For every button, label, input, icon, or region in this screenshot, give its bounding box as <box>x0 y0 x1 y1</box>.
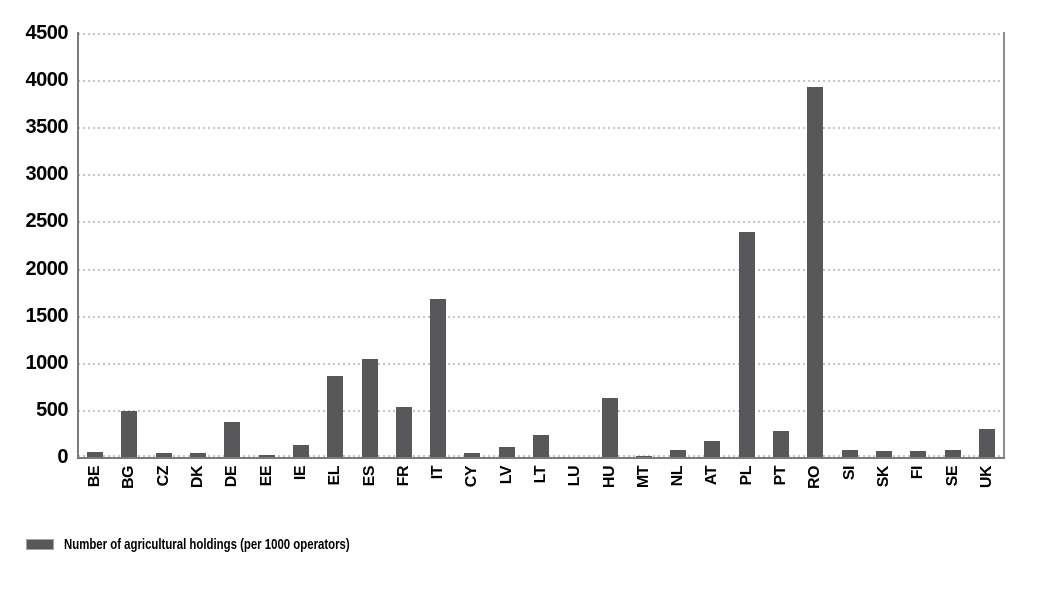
x-tick-label-LT: LT <box>532 466 549 484</box>
y-tick-label-500: 500 <box>36 398 68 421</box>
bar-PL <box>738 231 755 457</box>
x-tick-label-LV: LV <box>497 466 515 485</box>
gridline-2000 <box>78 269 1004 271</box>
y-tick-label-2000: 2000 <box>25 257 69 280</box>
bar-UK <box>978 428 995 457</box>
bar-SK <box>875 450 892 457</box>
x-tick-label-SI: SI <box>840 466 858 481</box>
legend-label: Number of agricultural holdings (per 100… <box>64 536 350 553</box>
bar-PT <box>773 431 790 457</box>
x-tick-label-HU: HU <box>600 466 618 489</box>
bar-DK <box>190 452 207 457</box>
x-tick-label-AT: AT <box>703 466 721 486</box>
gridline-2500 <box>78 221 1004 223</box>
y-tick-label-2500: 2500 <box>25 210 69 233</box>
x-axis-line <box>77 457 1005 459</box>
x-tick-label-PL: PL <box>737 466 755 486</box>
bar-AT <box>704 441 721 457</box>
x-tick-label-IT: IT <box>429 466 447 480</box>
x-tick-label-NL: NL <box>669 466 687 487</box>
gridline-3000 <box>78 174 1004 176</box>
gridline-1500 <box>78 316 1004 318</box>
x-tick-label-ES: ES <box>360 466 378 487</box>
bar-LT <box>533 435 549 457</box>
y-tick-label-0: 0 <box>57 446 68 468</box>
x-tick-label-FR: FR <box>394 466 412 487</box>
x-tick-label-DK: DK <box>189 466 207 489</box>
gridline-3500 <box>78 127 1004 129</box>
x-tick-label-EL: EL <box>326 466 344 486</box>
bar-CY <box>464 453 481 457</box>
x-tick-label-SK: SK <box>874 466 892 488</box>
gridline-4000 <box>78 80 1004 82</box>
x-tick-label-CY: CY <box>463 466 481 488</box>
plot-right-border <box>1003 32 1005 459</box>
bar-HU <box>601 398 618 457</box>
legend-swatch <box>26 539 54 550</box>
x-tick-label-BE: BE <box>86 466 104 488</box>
bar-SI <box>841 449 858 457</box>
bar-FR <box>395 407 412 457</box>
bar-LV <box>498 446 515 457</box>
gridline-4500 <box>78 33 1004 35</box>
x-tick-label-SE: SE <box>943 466 961 487</box>
y-tick-label-4500: 4500 <box>25 22 69 44</box>
x-tick-label-EE: EE <box>257 466 275 487</box>
bar-IE <box>292 444 309 457</box>
x-tick-label-FI: FI <box>909 466 927 480</box>
y-axis-line <box>77 32 79 459</box>
y-tick-label-1500: 1500 <box>25 304 69 327</box>
legend: Number of agricultural holdings (per 100… <box>26 536 440 553</box>
gridline-500 <box>78 410 1004 412</box>
x-tick-label-IE: IE <box>291 466 309 481</box>
plot-area <box>78 33 1004 457</box>
x-tick-label-PT: PT <box>772 466 790 486</box>
x-tick-label-CZ: CZ <box>154 466 172 487</box>
y-tick-label-3000: 3000 <box>25 163 69 186</box>
bar-BG <box>121 410 138 457</box>
x-tick-label-MT: MT <box>634 466 652 489</box>
y-tick-label-3500: 3500 <box>25 116 69 139</box>
bar-NL <box>670 449 687 457</box>
x-tick-label-UK: UK <box>977 466 995 489</box>
bar-CZ <box>155 453 172 457</box>
y-tick-label-4000: 4000 <box>25 69 69 92</box>
bar-EE <box>258 454 275 457</box>
bar-BE <box>87 452 104 457</box>
bar-SE <box>944 450 961 457</box>
x-tick-label-RO: RO <box>806 466 824 489</box>
x-tick-label-BG: BG <box>120 466 138 489</box>
gridline-1000 <box>78 363 1004 365</box>
bar-DE <box>224 422 241 457</box>
bar-FI <box>910 450 927 457</box>
y-axis-tick-labels: 4500 4000 3500 3000 2500 2000 1500 1000 500 0 <box>0 0 69 480</box>
bar-EL <box>327 375 344 457</box>
bar-ES <box>361 358 378 457</box>
bar-IT <box>430 298 447 457</box>
x-tick-label-LU: LU <box>566 466 584 487</box>
x-tick-label-DE: DE <box>223 466 241 488</box>
bar-RO <box>807 86 824 457</box>
y-tick-label-1000: 1000 <box>25 351 69 374</box>
bar-MT <box>635 455 652 457</box>
